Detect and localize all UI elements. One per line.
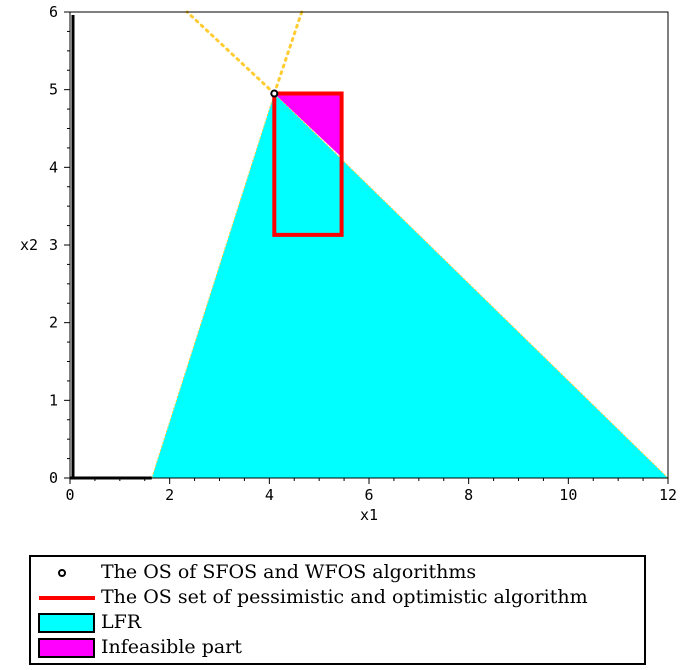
- lfr-region: [151, 92, 670, 479]
- y-tick-label: 0: [49, 469, 58, 487]
- legend-label-lfr: LFR: [101, 611, 142, 633]
- plot-area: [151, 10, 670, 479]
- y-tick-label: 2: [49, 314, 58, 332]
- legend-label-infeasible: Infeasible part: [101, 636, 242, 658]
- dotted-line-1: [185, 10, 276, 96]
- x-tick-label: 2: [165, 486, 174, 504]
- infeasible-region: [274, 93, 342, 158]
- legend-point-icon: [58, 569, 66, 577]
- y-tick-label: 5: [49, 81, 58, 99]
- y-tick-label: 4: [49, 158, 58, 176]
- x-tick-label: 4: [265, 486, 274, 504]
- legend-item-lfr: LFR: [31, 610, 644, 635]
- legend-item-infeasible: Infeasible part: [31, 635, 644, 660]
- legend-label-os-set: The OS set of pessimistic and optimistic…: [101, 586, 588, 608]
- y-tick-label: 6: [49, 3, 58, 21]
- x-tick-label: 10: [559, 486, 577, 504]
- x-tick-label: 8: [464, 486, 473, 504]
- dotted-line-2: [272, 10, 304, 96]
- legend-label-os-point: The OS of SFOS and WFOS algorithms: [101, 561, 477, 583]
- x-tick-label: 12: [659, 486, 677, 504]
- legend-line-icon: [39, 596, 95, 600]
- x-tick-label: 0: [65, 486, 74, 504]
- legend-item-os-point: The OS of SFOS and WFOS algorithms: [31, 560, 644, 585]
- y-tick-label: 3: [49, 236, 58, 254]
- os-point-marker: [270, 89, 279, 98]
- legend-magenta-swatch-icon: [38, 638, 95, 658]
- legend-cyan-swatch-icon: [38, 613, 95, 633]
- os-set-rectangle: [272, 91, 344, 237]
- x-axis-title: x1: [360, 506, 378, 524]
- y-axis-title: x2: [20, 236, 38, 254]
- y-tick-label: 1: [49, 391, 58, 409]
- legend: The OS of SFOS and WFOS algorithms The O…: [29, 555, 646, 665]
- x-tick-label: 6: [364, 486, 373, 504]
- legend-item-os-set: The OS set of pessimistic and optimistic…: [31, 585, 644, 610]
